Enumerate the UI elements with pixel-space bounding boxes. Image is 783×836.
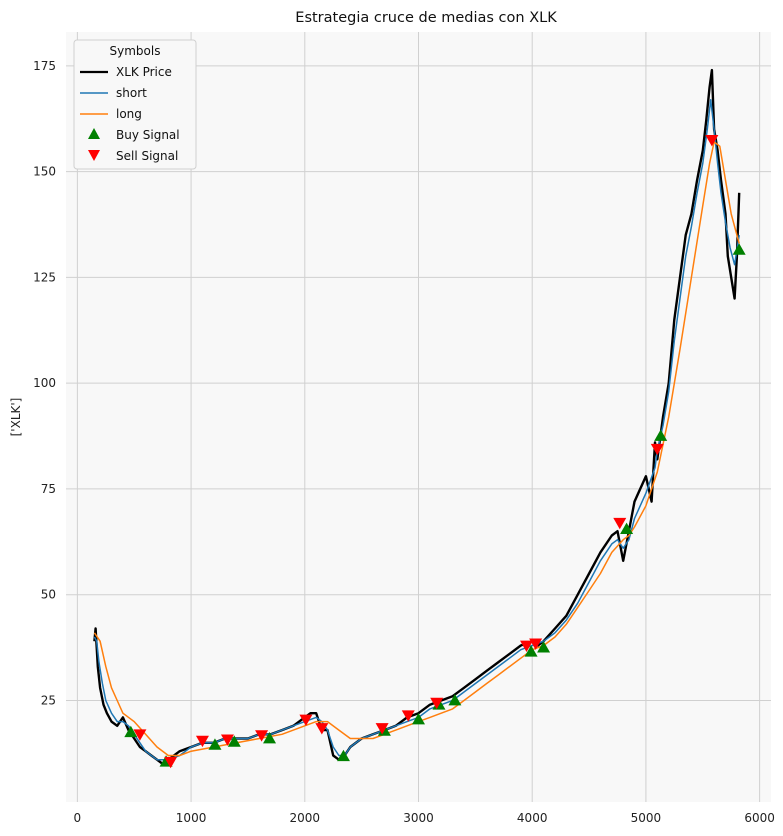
x-tick-label: 4000 (517, 811, 548, 825)
legend-swatch-buy (88, 128, 100, 139)
signal-layer (124, 135, 746, 769)
sell-signal-marker (133, 729, 147, 741)
x-tick-label: 6000 (744, 811, 775, 825)
sell-signal-marker (520, 640, 534, 652)
x-tick-label: 3000 (403, 811, 434, 825)
buy-signal-marker (263, 732, 277, 744)
y-axis-label: ['XLK'] (9, 398, 23, 437)
buy-signal-marker (654, 429, 668, 441)
x-tick-label: 1000 (176, 811, 207, 825)
y-tick-label: 125 (33, 270, 56, 284)
series-line-short (93, 98, 740, 761)
buy-signal-marker (336, 749, 350, 762)
buy-signal-marker (208, 738, 222, 750)
sell-signal-marker (613, 517, 627, 530)
legend-label-sell: Sell Signal (116, 149, 178, 163)
y-tick-label: 25 (41, 693, 56, 707)
legend-label-price: XLK Price (116, 65, 172, 79)
sell-signal-marker (299, 714, 313, 726)
sell-signal-marker (164, 756, 178, 769)
buy-signal-marker (524, 645, 538, 657)
x-tick-label: 2000 (290, 811, 321, 825)
y-tick-label: 75 (41, 482, 56, 496)
sell-signal-marker (529, 638, 543, 650)
x-tick-label: 5000 (631, 811, 662, 825)
y-tick-label: 100 (33, 376, 56, 390)
sell-signal-marker (315, 723, 329, 735)
sell-signal-marker (375, 723, 389, 735)
legend-title: Symbols (110, 44, 161, 58)
buy-signal-marker (448, 693, 462, 706)
legend-label-buy: Buy Signal (116, 128, 180, 142)
x-tick-label: 0 (74, 811, 82, 825)
legend-label-short: short (116, 86, 147, 100)
buy-signal-marker (537, 641, 551, 653)
chart-title: Estrategia cruce de medias con XLK (295, 10, 557, 26)
sell-signal-marker (430, 697, 444, 710)
sell-signal-marker (650, 443, 664, 456)
y-tick-label: 150 (33, 165, 56, 179)
legend-label-long: long (116, 107, 142, 121)
sell-signal-marker (255, 730, 269, 742)
buy-signal-marker (227, 735, 241, 747)
legend: Symbols XLK Price short long Buy Signal … (73, 39, 197, 170)
y-tick-label: 50 (41, 588, 56, 602)
sell-signal-marker (220, 734, 234, 746)
buy-signal-marker (620, 522, 634, 534)
legend-swatch-sell (88, 150, 100, 161)
buy-signal-marker (124, 725, 138, 738)
x-axis: 0 1000 2000 3000 4000 5000 6000 (74, 811, 775, 825)
y-axis: 25 50 75 100 125 150 175 (33, 59, 56, 708)
sell-signal-marker (705, 135, 719, 147)
sell-signal-marker (401, 710, 415, 722)
y-tick-label: 175 (33, 59, 56, 73)
sell-signal-marker (195, 735, 209, 748)
buy-signal-marker (412, 713, 425, 725)
buy-signal-marker (732, 243, 746, 255)
